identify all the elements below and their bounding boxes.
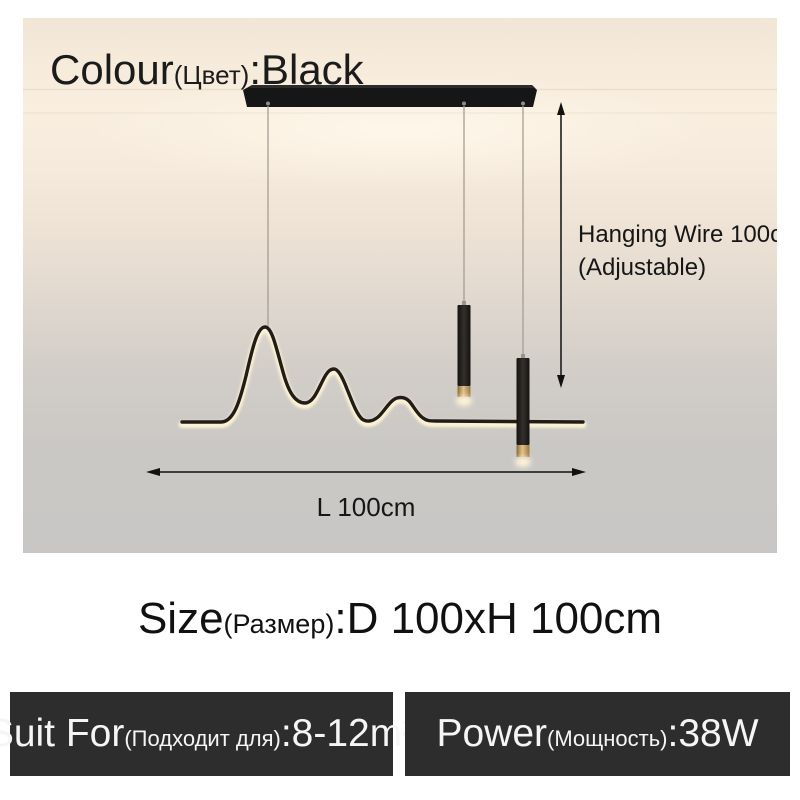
product-photo-panel: Colour(Цвет):Black Hanging Wire 100cm (A… [23, 18, 777, 553]
size-note: (Размер) [223, 609, 335, 639]
colour-value: :Black [249, 46, 364, 93]
arrow-down-head-icon [557, 375, 565, 388]
hanging-wire-annotation-line1: Hanging Wire 100cm [578, 221, 777, 248]
pendant-1-connector [462, 301, 466, 306]
colour-caption: Colour(Цвет):Black [50, 46, 364, 94]
length-annotation: L 100cm [316, 492, 416, 522]
power-label: Power [436, 712, 548, 755]
arrow-up-head-icon [557, 102, 565, 115]
pendant-1-gold-band [457, 386, 471, 397]
lamp-render-graphic [23, 85, 777, 476]
ceiling-canopy-top-edge [249, 85, 535, 88]
power-box: Power (Мощность):38W [405, 692, 790, 776]
colour-note: (Цвет) [173, 60, 250, 90]
arrow-right-head-icon [572, 468, 586, 476]
power-value: :38W [667, 712, 759, 755]
canopy-connector-dot [266, 101, 270, 106]
power-note: (Мощность) [547, 726, 668, 751]
size-value: :D 100xH 100cm [334, 594, 663, 643]
size-label: Size [137, 594, 224, 643]
pendant-cylinder-2 [516, 358, 530, 445]
colour-label: Colour [50, 46, 174, 93]
ceiling-canopy-bar [243, 85, 537, 107]
suit-for-value: :8-12m² [280, 712, 416, 755]
pendant-2-gold-band [516, 445, 530, 457]
suit-for-label: Suit For [0, 712, 125, 755]
arrow-left-head-icon [146, 468, 160, 476]
suit-for-note: (Подходит для) [124, 726, 281, 751]
canopy-connector-dot [462, 101, 466, 106]
hanging-wire-annotation-line2: (Adjustable) [578, 254, 707, 281]
suit-for-box: Suit For (Подходит для):8-12m² [0, 692, 415, 776]
hanging-wire-annotation: Hanging Wire 100cm (Adjustable) [578, 218, 777, 284]
wave-light-tube [180, 325, 585, 424]
pendant-2-connector [521, 354, 525, 359]
pendant-1-light-glow [456, 396, 472, 406]
pendant-2-light-glow [515, 457, 531, 467]
size-caption: Size(Размер):D 100xH 100cm [0, 594, 800, 644]
pendant-cylinder-1 [457, 305, 471, 386]
canopy-connector-dot [521, 101, 525, 106]
